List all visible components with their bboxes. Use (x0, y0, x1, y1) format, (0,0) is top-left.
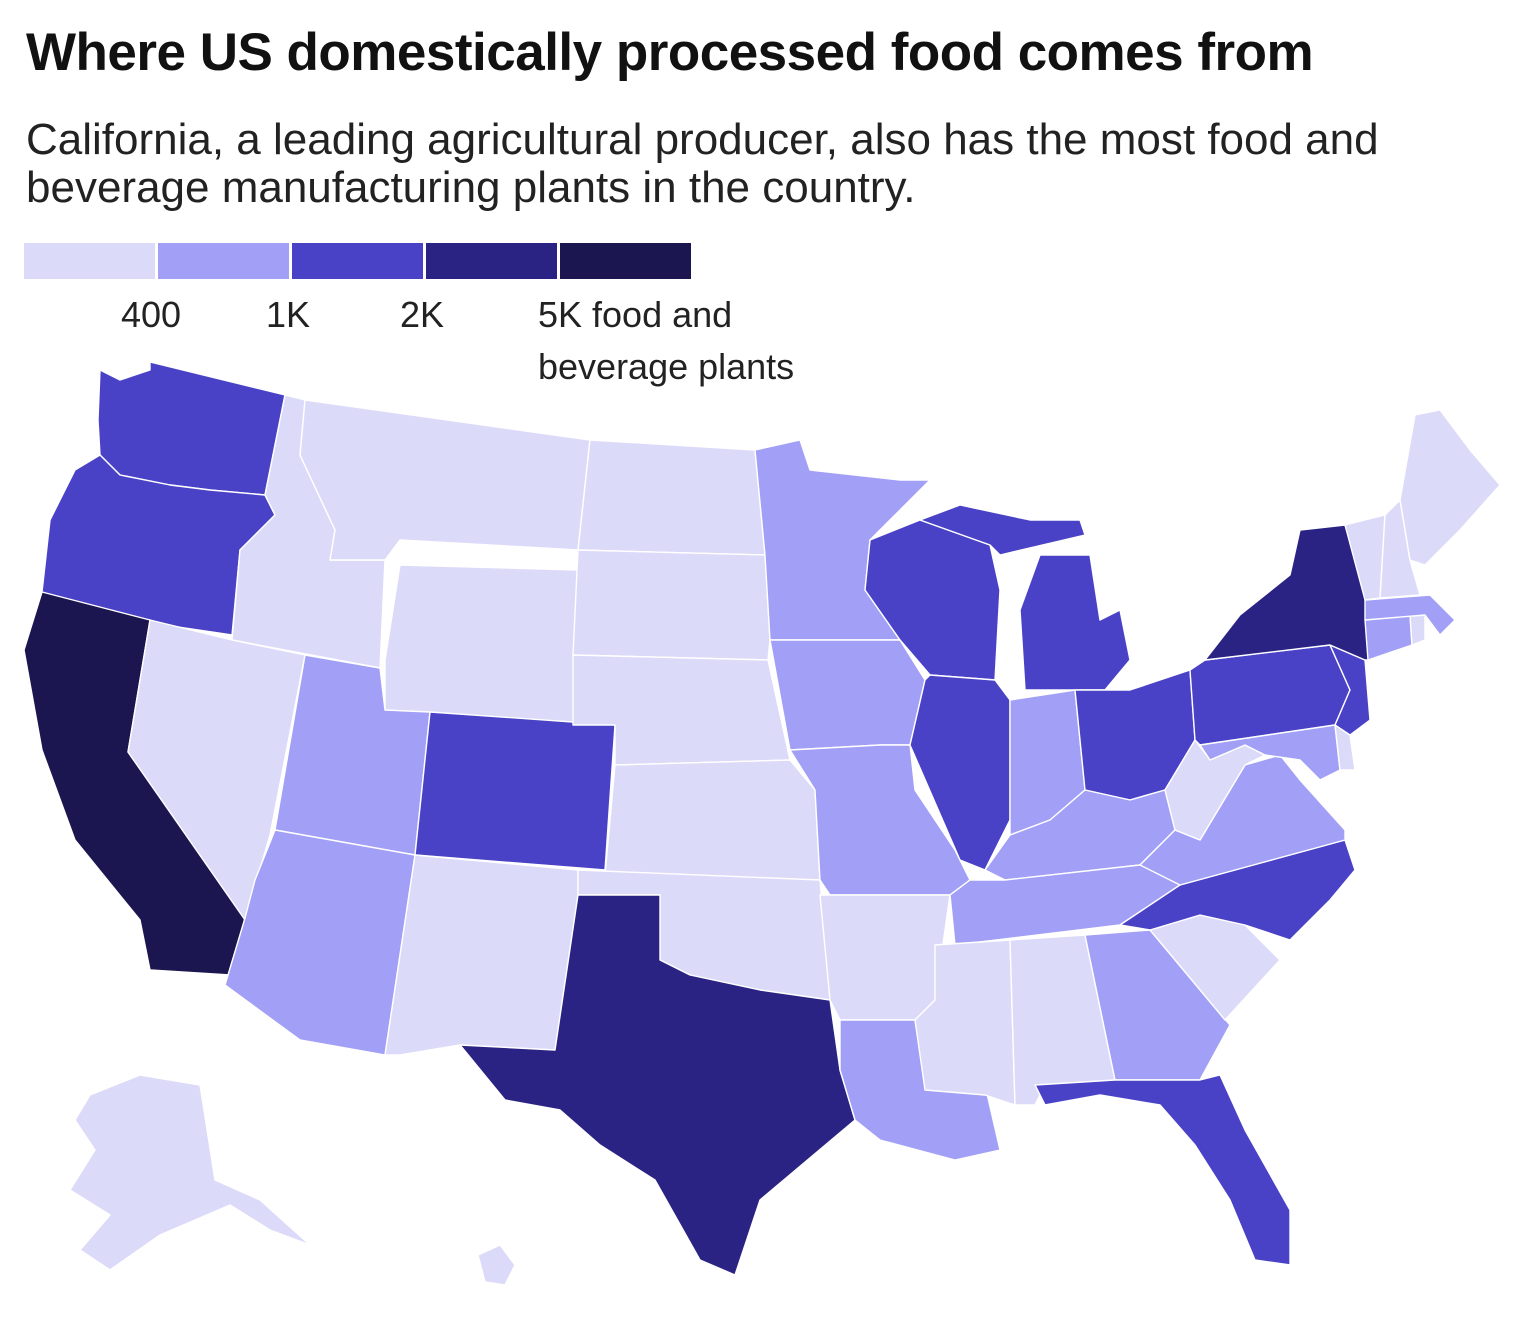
state-arkansas[interactable] (819, 894, 951, 1021)
state-connecticut[interactable] (1364, 614, 1413, 661)
state-new-york[interactable] (1204, 524, 1371, 661)
state-north-dakota[interactable] (577, 439, 766, 556)
state-maine[interactable] (1399, 409, 1501, 566)
state-kansas[interactable] (604, 759, 821, 881)
state-florida[interactable] (1034, 1074, 1291, 1266)
legend-bar (24, 243, 694, 279)
legend-swatch-3 (292, 243, 423, 279)
state-michigan[interactable] (1019, 554, 1131, 691)
state-new-mexico[interactable] (384, 854, 579, 1056)
color-legend: 400 1K 2K 5K food and beverage plants (24, 243, 794, 387)
state-texas[interactable] (459, 894, 856, 1276)
state-south-dakota[interactable] (572, 549, 771, 661)
state-michigan-upper[interactable] (919, 504, 1086, 556)
state-nevada[interactable] (127, 619, 306, 921)
state-colorado[interactable] (414, 711, 616, 871)
state-georgia[interactable] (1084, 929, 1231, 1081)
state-hawaii[interactable] (477, 1244, 516, 1286)
state-alaska[interactable] (69, 1074, 311, 1271)
legend-label-5k: 5K food and beverage plants (538, 294, 795, 387)
state-iowa[interactable] (769, 639, 926, 751)
legend-swatch-5 (560, 243, 691, 279)
legend-label-1k: 1K (266, 294, 311, 335)
state-rhode-island[interactable] (1409, 614, 1426, 646)
chart-title: Where US domestically processed food com… (26, 23, 1314, 82)
legend-swatch-1 (24, 243, 155, 279)
state-washington[interactable] (97, 361, 286, 496)
legend-swatch-2 (158, 243, 289, 279)
state-montana[interactable] (299, 399, 591, 561)
state-new-hampshire[interactable] (1379, 499, 1421, 599)
state-massachusetts[interactable] (1364, 594, 1456, 636)
us-choropleth-map (23, 361, 1501, 1286)
chart-subtitle: California, a leading agricultural produ… (26, 115, 1379, 212)
legend-label-2k: 2K (400, 294, 445, 335)
legend-label-400: 400 (121, 294, 182, 335)
legend-swatch-4 (426, 243, 557, 279)
state-wyoming[interactable] (384, 564, 579, 726)
